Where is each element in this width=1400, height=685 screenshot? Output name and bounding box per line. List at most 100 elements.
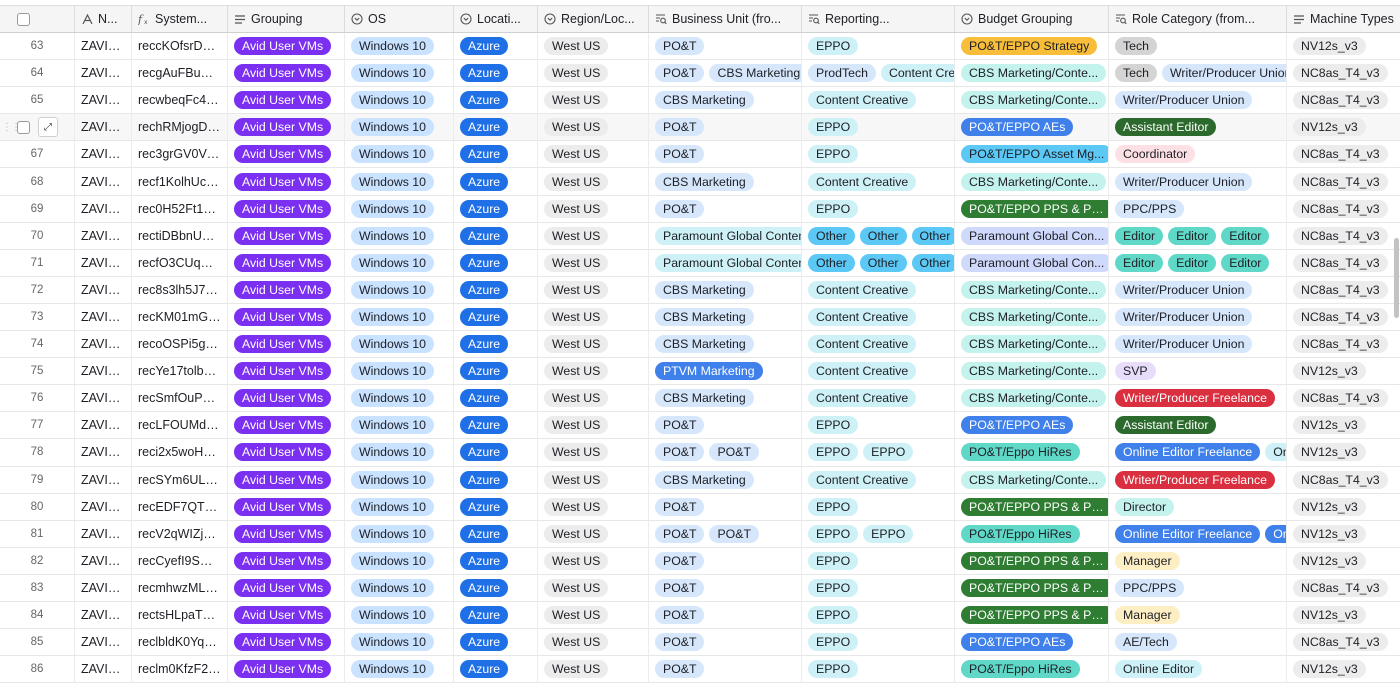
location-cell[interactable]: Azure	[454, 114, 538, 141]
reporting-cell[interactable]: EPPO	[802, 114, 955, 141]
machine-types-cell[interactable]: NC8as_T4_v3	[1287, 385, 1400, 411]
machine-types-cell[interactable]: NC8as_T4_v3	[1287, 277, 1400, 303]
reporting-cell[interactable]: EPPO	[802, 493, 955, 520]
role-category-cell[interactable]: Tech Writer/Producer Union	[1109, 60, 1287, 87]
os-cell[interactable]: Windows 10	[345, 303, 454, 331]
business-unit-cell[interactable]: PO&T	[649, 141, 802, 168]
system-cell[interactable]: recf1KolhUcpV...	[132, 168, 228, 195]
location-cell[interactable]: Azure	[454, 466, 538, 493]
machine-types-cell[interactable]: NV12s_v3	[1287, 33, 1400, 59]
role-category-cell[interactable]: AE/Tech	[1109, 629, 1287, 656]
role-category-cell[interactable]: Manager	[1109, 601, 1287, 629]
table-row[interactable]: 85 ZAVID-... reclbldK0Yq7W... Avid User VMs…	[0, 629, 1400, 657]
machine-types-cell[interactable]: NV12s_v3	[1287, 439, 1400, 465]
name-cell[interactable]: ZAVID-...	[75, 385, 132, 412]
grouping-cell[interactable]: Avid User VMs	[228, 439, 345, 466]
machine-types-cell[interactable]: NC8as_T4_v3	[1287, 87, 1400, 113]
machine-types-cell[interactable]: NC8as_T4_v3	[1287, 250, 1400, 276]
role-category-cell[interactable]: Writer/Producer Union	[1109, 331, 1287, 358]
location-cell[interactable]: Azure	[454, 439, 538, 466]
os-cell[interactable]: Windows 10	[345, 276, 454, 303]
system-cell[interactable]: rec0H52Ft1xys...	[132, 195, 228, 222]
system-cell[interactable]: reci2x5woHBx...	[132, 439, 228, 466]
system-cell[interactable]: rectiDBbnUAb...	[132, 222, 228, 249]
budget-grouping-cell[interactable]: PO&T/EPPO Asset Mg...	[955, 141, 1109, 168]
region-cell[interactable]: West US	[538, 493, 649, 520]
system-cell[interactable]: recLFOUMdUg...	[132, 412, 228, 439]
grouping-cell[interactable]: Avid User VMs	[228, 276, 345, 303]
budget-grouping-cell[interactable]: CBS Marketing/Conte...	[955, 466, 1109, 493]
machine-types-cell[interactable]: NC8as_T4_v3	[1287, 331, 1400, 357]
header-system[interactable]: f x System...	[132, 6, 228, 32]
business-unit-cell[interactable]: PO&T	[649, 114, 802, 141]
region-cell[interactable]: West US	[538, 60, 649, 87]
os-cell[interactable]: Windows 10	[345, 114, 454, 141]
grouping-cell[interactable]: Avid User VMs	[228, 303, 345, 331]
region-cell[interactable]: West US	[538, 412, 649, 439]
os-cell[interactable]: Windows 10	[345, 222, 454, 249]
grouping-cell[interactable]: Avid User VMs	[228, 412, 345, 439]
row-checkbox[interactable]	[17, 120, 30, 134]
table-row[interactable]: 68 ZAVID-... recf1KolhUcpV... Avid User VMs…	[0, 168, 1400, 196]
name-cell[interactable]: ZAVID-...	[75, 222, 132, 249]
reporting-cell[interactable]: EPPO	[802, 574, 955, 601]
reporting-cell[interactable]: EPPO EPPO	[802, 520, 955, 547]
location-cell[interactable]: Azure	[454, 195, 538, 222]
business-unit-cell[interactable]: CBS Marketing	[649, 331, 802, 358]
reporting-cell[interactable]: EPPO	[802, 412, 955, 439]
name-cell[interactable]: ZAVID-...	[75, 33, 132, 60]
row-number-cell[interactable]: 63	[0, 33, 75, 60]
table-row[interactable]: 63 ZAVID-... reccKOfsrDBg... Avid User VMs W…	[0, 33, 1400, 61]
grouping-cell[interactable]: Avid User VMs	[228, 114, 345, 141]
business-unit-cell[interactable]: PO&T PO&T	[649, 439, 802, 466]
business-unit-cell[interactable]: PO&T	[649, 412, 802, 439]
machine-types-cell[interactable]: NC8as_T4_v3	[1287, 467, 1400, 493]
grouping-cell[interactable]: Avid User VMs	[228, 547, 345, 574]
name-cell[interactable]: ZAVID-...	[75, 195, 132, 222]
budget-grouping-cell[interactable]: Paramount Global Con...	[955, 222, 1109, 249]
system-cell[interactable]: recwbeqFc4e7...	[132, 87, 228, 114]
location-cell[interactable]: Azure	[454, 601, 538, 629]
name-cell[interactable]: ZAVID-...	[75, 168, 132, 195]
region-cell[interactable]: West US	[538, 601, 649, 629]
system-cell[interactable]: recSYm6ULem...	[132, 466, 228, 493]
budget-grouping-cell[interactable]: PO&T/EPPO AEs	[955, 114, 1109, 141]
business-unit-cell[interactable]: PO&T	[649, 574, 802, 601]
business-unit-cell[interactable]: Paramount Global Content I	[649, 222, 802, 249]
role-category-cell[interactable]: Writer/Producer Freelance	[1109, 466, 1287, 493]
table-row[interactable]: 83 ZAVID-... recmhwzMLIG... Avid User VMs Wi…	[0, 574, 1400, 602]
business-unit-cell[interactable]: PO&T	[649, 33, 802, 60]
role-category-cell[interactable]: Writer/Producer Union	[1109, 168, 1287, 195]
table-row[interactable]: 76 ZAVID-... recSmfOuPwG... Avid User VMs Wi…	[0, 385, 1400, 413]
region-cell[interactable]: West US	[538, 358, 649, 385]
business-unit-cell[interactable]: PTVM Marketing	[649, 358, 802, 385]
role-category-cell[interactable]: PPC/PPS	[1109, 574, 1287, 601]
region-cell[interactable]: West US	[538, 629, 649, 656]
grouping-cell[interactable]: Avid User VMs	[228, 358, 345, 385]
row-number-cell[interactable]: ⋮⋮ ⤢	[0, 114, 75, 141]
budget-grouping-cell[interactable]: PO&T/Eppo HiRes	[955, 520, 1109, 547]
system-cell[interactable]: reclbldK0Yq7W...	[132, 629, 228, 656]
budget-grouping-cell[interactable]: CBS Marketing/Conte...	[955, 358, 1109, 385]
role-category-cell[interactable]: Manager	[1109, 547, 1287, 574]
system-cell[interactable]: rechRMjogD6lf...	[132, 114, 228, 141]
os-cell[interactable]: Windows 10	[345, 466, 454, 493]
header-role-category[interactable]: Role Category (from...	[1109, 6, 1287, 32]
budget-grouping-cell[interactable]: CBS Marketing/Conte...	[955, 303, 1109, 331]
location-cell[interactable]: Azure	[454, 520, 538, 547]
region-cell[interactable]: West US	[538, 195, 649, 222]
reporting-cell[interactable]: EPPO	[802, 547, 955, 574]
reporting-cell[interactable]: EPPO	[802, 656, 955, 683]
table-row[interactable]: 82 ZAVID-... recCyefI9SM4... Avid User VMs W…	[0, 547, 1400, 575]
row-number-cell[interactable]: 74	[0, 331, 75, 358]
region-cell[interactable]: West US	[538, 249, 649, 276]
system-cell[interactable]: rec3grGV0Vz7...	[132, 141, 228, 168]
region-cell[interactable]: West US	[538, 547, 649, 574]
reporting-cell[interactable]: EPPO EPPO	[802, 439, 955, 466]
role-category-cell[interactable]: Tech	[1109, 33, 1287, 60]
row-number-cell[interactable]: 69	[0, 195, 75, 222]
machine-types-cell[interactable]: NC8as_T4_v3	[1287, 196, 1400, 222]
business-unit-cell[interactable]: CBS Marketing	[649, 87, 802, 114]
os-cell[interactable]: Windows 10	[345, 656, 454, 683]
region-cell[interactable]: West US	[538, 439, 649, 466]
